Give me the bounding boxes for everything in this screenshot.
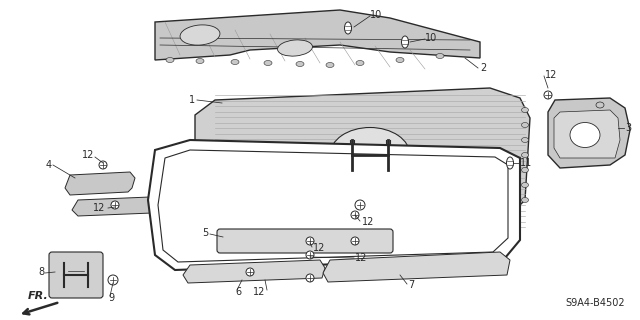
Text: 10: 10 [370, 10, 382, 20]
Polygon shape [65, 172, 135, 195]
Text: FR.: FR. [28, 291, 49, 301]
Ellipse shape [166, 58, 174, 62]
Text: 12: 12 [93, 203, 106, 213]
Ellipse shape [367, 214, 372, 221]
Ellipse shape [180, 25, 220, 45]
Ellipse shape [326, 62, 334, 68]
Polygon shape [554, 110, 620, 158]
Text: S9A4-B4502: S9A4-B4502 [565, 298, 625, 308]
Ellipse shape [447, 214, 452, 221]
Circle shape [306, 237, 314, 245]
Ellipse shape [356, 60, 364, 66]
Text: 12: 12 [362, 217, 374, 227]
Circle shape [544, 91, 552, 99]
Circle shape [108, 275, 118, 285]
Text: 8: 8 [38, 267, 44, 277]
Ellipse shape [248, 214, 253, 221]
Text: 3: 3 [625, 123, 631, 133]
Text: 12: 12 [82, 150, 94, 160]
Ellipse shape [344, 22, 351, 34]
Ellipse shape [328, 214, 333, 221]
Ellipse shape [330, 127, 410, 182]
Polygon shape [72, 197, 155, 216]
Ellipse shape [522, 182, 529, 188]
Ellipse shape [506, 157, 513, 169]
Ellipse shape [396, 58, 404, 62]
Text: 11: 11 [520, 158, 532, 168]
Ellipse shape [522, 123, 529, 127]
Ellipse shape [570, 123, 600, 148]
FancyBboxPatch shape [217, 229, 393, 253]
Text: 6: 6 [235, 287, 241, 297]
Ellipse shape [296, 61, 304, 67]
Circle shape [99, 161, 107, 169]
Ellipse shape [436, 53, 444, 59]
Polygon shape [155, 10, 480, 60]
Text: 4: 4 [46, 160, 52, 170]
Ellipse shape [231, 60, 239, 65]
Ellipse shape [522, 138, 529, 142]
Text: 5: 5 [202, 228, 208, 238]
Circle shape [355, 200, 365, 210]
Ellipse shape [264, 60, 272, 66]
Text: 9: 9 [108, 293, 114, 303]
Text: 1: 1 [189, 95, 195, 105]
Circle shape [351, 211, 359, 219]
Ellipse shape [522, 153, 529, 157]
Ellipse shape [522, 108, 529, 113]
Circle shape [111, 201, 119, 209]
Ellipse shape [408, 214, 413, 221]
Ellipse shape [278, 40, 312, 56]
Ellipse shape [522, 197, 529, 203]
FancyBboxPatch shape [49, 252, 103, 298]
Ellipse shape [287, 214, 292, 221]
Polygon shape [195, 88, 530, 220]
Circle shape [306, 251, 314, 259]
Ellipse shape [401, 36, 408, 48]
Ellipse shape [522, 167, 529, 172]
Polygon shape [548, 98, 630, 168]
Circle shape [306, 274, 314, 282]
Text: 12: 12 [545, 70, 557, 80]
Text: 2: 2 [480, 63, 486, 73]
Circle shape [351, 237, 359, 245]
Circle shape [246, 268, 254, 276]
Polygon shape [183, 260, 325, 283]
Text: 12: 12 [355, 253, 367, 263]
Polygon shape [158, 150, 508, 262]
Polygon shape [148, 140, 520, 270]
Text: 12: 12 [313, 243, 325, 253]
Ellipse shape [196, 59, 204, 63]
Ellipse shape [488, 214, 493, 221]
Text: 10: 10 [425, 33, 437, 43]
Text: 12: 12 [253, 287, 266, 297]
Polygon shape [323, 252, 510, 282]
Ellipse shape [596, 102, 604, 108]
Text: 7: 7 [408, 280, 414, 290]
